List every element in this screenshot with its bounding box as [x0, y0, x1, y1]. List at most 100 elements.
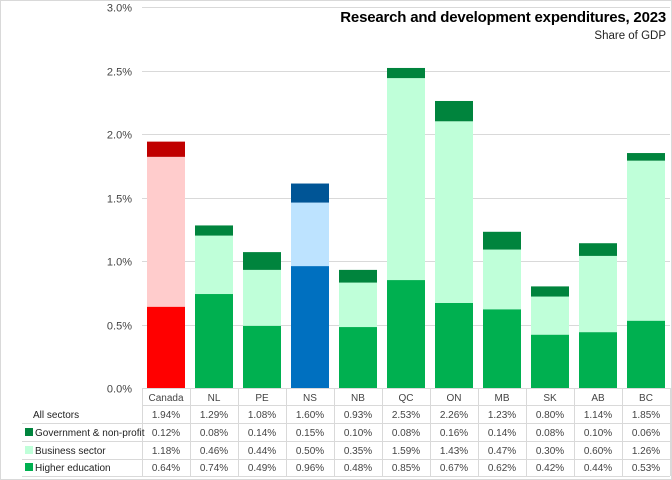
table-cell: 0.64% — [152, 463, 180, 474]
x-tick-label: ON — [447, 393, 462, 404]
x-tick-label: PE — [255, 393, 269, 404]
bar-ab-government-non-profit — [579, 243, 617, 256]
bar-qc-business-sector — [387, 78, 425, 281]
table-cell: 0.74% — [200, 463, 228, 474]
table-cell: 1.23% — [488, 410, 516, 421]
table-cell: 0.08% — [392, 428, 420, 439]
bar-pe-business-sector — [243, 269, 281, 326]
table-cell: 2.53% — [392, 410, 420, 421]
x-tick-label: Canada — [148, 393, 183, 404]
table-cell: 0.62% — [488, 463, 516, 474]
table-cell: 0.60% — [584, 446, 612, 457]
table-cell: 1.85% — [632, 410, 660, 421]
y-tick-label: 1.0% — [107, 257, 132, 269]
table-cell: 0.10% — [584, 428, 612, 439]
bar-qc-higher-education — [387, 280, 425, 388]
x-tick-label: NB — [351, 393, 365, 404]
x-tick-label: SK — [543, 393, 557, 404]
table-cell: 2.26% — [440, 410, 468, 421]
table-cell: 1.60% — [296, 410, 324, 421]
bar-on-government-non-profit — [435, 100, 473, 122]
table-cell: 0.42% — [536, 463, 564, 474]
table-cell: 0.93% — [344, 410, 372, 421]
table-cell: 0.49% — [248, 463, 276, 474]
table-cell: 0.08% — [200, 428, 228, 439]
table-cell: 0.30% — [536, 446, 564, 457]
chart-subtitle: Share of GDP — [594, 30, 666, 42]
table-cell: 0.08% — [536, 428, 564, 439]
bar-nl-higher-education — [195, 294, 233, 388]
y-tick-label: 3.0% — [107, 3, 132, 15]
table-cell: 1.08% — [248, 410, 276, 421]
table-cell: 0.16% — [440, 428, 468, 439]
bar-ab-business-sector — [579, 255, 617, 333]
bar-ns-government-non-profit — [291, 183, 329, 203]
table-cell: 0.15% — [296, 428, 324, 439]
x-tick-label: MB — [495, 393, 510, 404]
y-tick-label: 2.5% — [107, 67, 132, 79]
bar-sk-business-sector — [531, 296, 569, 335]
table-cell: 0.44% — [248, 446, 276, 457]
table-row-label: All sectors — [33, 410, 79, 421]
bar-mb-higher-education — [483, 309, 521, 388]
bar-sk-higher-education — [531, 334, 569, 388]
legend-swatch — [25, 428, 33, 436]
bar-canada-business-sector — [147, 156, 185, 307]
bar-nb-government-non-profit — [339, 269, 377, 283]
bar-nb-higher-education — [339, 327, 377, 388]
table-cell: 0.46% — [200, 446, 228, 457]
x-tick-label: NS — [303, 393, 317, 404]
table-cell: 0.44% — [584, 463, 612, 474]
y-tick-label: 1.5% — [107, 194, 132, 206]
bar-canada-higher-education — [147, 306, 185, 388]
bar-ns-business-sector — [291, 202, 329, 267]
bar-nb-business-sector — [339, 282, 377, 328]
bar-pe-higher-education — [243, 325, 281, 388]
table-cell: 0.96% — [296, 463, 324, 474]
table-cell: 1.29% — [200, 410, 228, 421]
table-row-label: Government & non-profit — [35, 428, 145, 439]
table-cell: 1.18% — [152, 446, 180, 457]
bar-ab-higher-education — [579, 332, 617, 388]
table-cell: 1.59% — [392, 446, 420, 457]
x-tick-label: AB — [591, 393, 605, 404]
x-tick-label: NL — [208, 393, 221, 404]
table-cell: 0.06% — [632, 428, 660, 439]
table-row-label: Business sector — [35, 446, 106, 457]
x-tick-label: BC — [639, 393, 653, 404]
table-row-label: Higher education — [35, 463, 111, 474]
bar-qc-government-non-profit — [387, 67, 425, 79]
table-cell: 0.10% — [344, 428, 372, 439]
bar-sk-government-non-profit — [531, 286, 569, 297]
bar-bc-business-sector — [627, 160, 665, 321]
bar-bc-government-non-profit — [627, 153, 665, 161]
legend-swatch — [25, 463, 33, 471]
table-cell: 0.85% — [392, 463, 420, 474]
bar-canada-government-non-profit — [147, 141, 185, 157]
x-tick-label: QC — [399, 393, 414, 404]
table-cell: 0.14% — [488, 428, 516, 439]
chart-title: Research and development expenditures, 2… — [340, 9, 666, 26]
bar-mb-business-sector — [483, 249, 521, 310]
bar-on-business-sector — [435, 121, 473, 303]
table-cell: 0.35% — [344, 446, 372, 457]
y-tick-label: 0.0% — [107, 384, 132, 396]
table-cell: 0.47% — [488, 446, 516, 457]
legend-swatch — [25, 446, 33, 454]
bar-pe-government-non-profit — [243, 252, 281, 270]
table-cell: 0.14% — [248, 428, 276, 439]
bar-bc-higher-education — [627, 320, 665, 388]
bar-mb-government-non-profit — [483, 231, 521, 250]
table-cell: 1.14% — [584, 410, 612, 421]
table-cell: 0.12% — [152, 428, 180, 439]
table-cell: 0.48% — [344, 463, 372, 474]
bar-ns-higher-education — [291, 266, 329, 388]
table-cell: 0.80% — [536, 410, 564, 421]
bar-on-higher-education — [435, 302, 473, 388]
table-cell: 1.43% — [440, 446, 468, 457]
y-tick-label: 0.5% — [107, 321, 132, 333]
table-cell: 0.67% — [440, 463, 468, 474]
table-cell: 1.26% — [632, 446, 660, 457]
table-cell: 0.50% — [296, 446, 324, 457]
